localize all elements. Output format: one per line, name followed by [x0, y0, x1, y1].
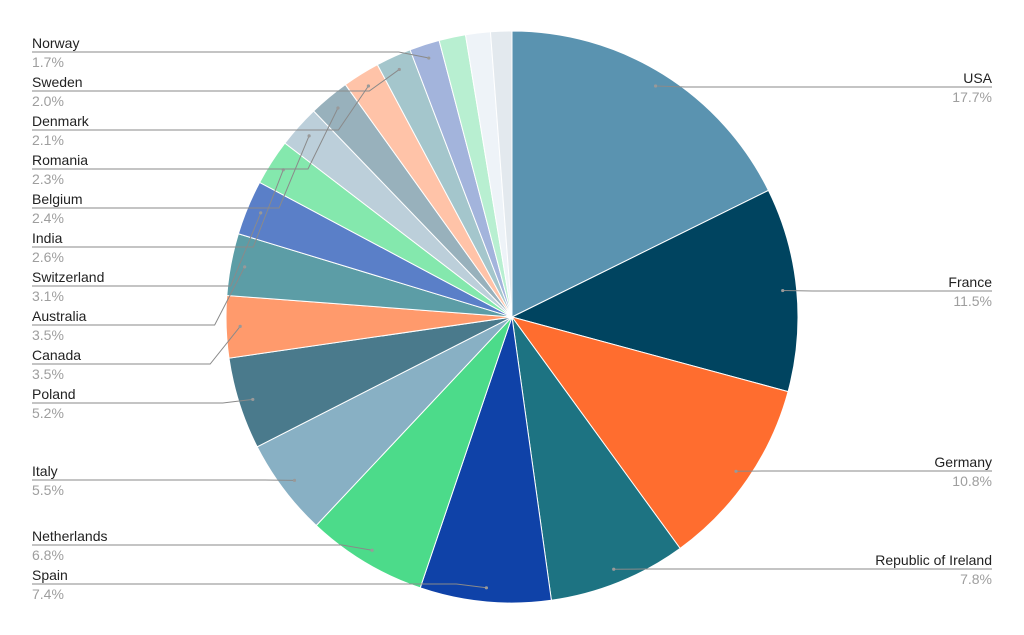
leader-line	[32, 169, 284, 248]
slice-percent: 7.4%	[32, 586, 64, 602]
leader-dot	[307, 134, 311, 138]
leader-dot	[734, 469, 738, 473]
leader-line	[32, 266, 246, 326]
leader-line	[32, 212, 262, 287]
slice-percent: 17.7%	[952, 89, 992, 105]
pie-slice-netherlands	[315, 316, 513, 589]
pie-slice-republic-of-ireland	[511, 316, 681, 601]
leader-line	[32, 583, 487, 589]
leader-line	[32, 85, 369, 131]
leader-line	[32, 69, 400, 92]
slice-percent: 3.1%	[32, 288, 64, 304]
slice-name: Italy	[32, 463, 58, 479]
slice-name: Switzerland	[32, 269, 104, 285]
slice-label-romania: Romania 2.3%	[32, 106, 340, 187]
slice-label-france: France 11.5%	[781, 274, 992, 309]
pie-slice-france	[510, 189, 799, 393]
slice-label-canada: Canada 3.5%	[32, 324, 242, 382]
slice-name: USA	[963, 70, 992, 86]
slice-name: Romania	[32, 152, 88, 168]
leader-line	[32, 51, 429, 59]
slice-label-poland: Poland 5.2%	[32, 386, 255, 421]
slice-name: Denmark	[32, 113, 90, 129]
slice-percent: 2.0%	[32, 93, 64, 109]
leader-dot	[653, 84, 658, 88]
leader-dot	[292, 478, 297, 482]
leader-dot	[370, 548, 374, 552]
pie-slice-unlabeled	[489, 30, 513, 318]
slice-percent: 1.7%	[32, 54, 64, 70]
leader-line	[32, 326, 241, 365]
slice-percent: 3.5%	[32, 327, 64, 343]
leader-dot	[397, 67, 401, 72]
slice-label-germany: Germany 10.8%	[734, 454, 992, 489]
slice-name: Poland	[32, 386, 76, 402]
slice-name: Belgium	[32, 191, 83, 207]
slice-percent: 3.5%	[32, 366, 64, 382]
slice-name: Norway	[32, 35, 79, 51]
leader-line	[32, 107, 339, 170]
leader-dot	[484, 586, 489, 590]
slice-label-belgium: Belgium 2.4%	[32, 134, 311, 226]
slice-percent: 11.5%	[953, 293, 992, 309]
slice-percent: 2.3%	[32, 171, 64, 187]
slice-percent: 5.5%	[32, 482, 64, 498]
slice-name: India	[32, 230, 63, 246]
slice-label-india: India 2.6%	[32, 168, 285, 265]
slice-label-republic-of-ireland: Republic of Ireland 7.8%	[612, 552, 992, 587]
leader-line	[32, 544, 373, 551]
slice-percent: 2.6%	[32, 249, 64, 265]
slice-label-denmark: Denmark 2.1%	[32, 84, 371, 148]
slice-label-switzerland: Switzerland 3.1%	[32, 211, 263, 304]
leader-line	[32, 398, 253, 404]
slice-name: Canada	[32, 347, 81, 363]
leader-line	[655, 85, 992, 88]
leader-dot	[259, 211, 263, 215]
slice-label-spain: Spain 7.4%	[32, 567, 489, 602]
slice-label-usa: USA 17.7%	[653, 70, 993, 105]
slice-percent: 10.8%	[952, 473, 992, 489]
slice-name: Germany	[934, 454, 992, 470]
leader-dot	[781, 288, 785, 293]
slice-name: France	[948, 274, 992, 290]
slice-name: Australia	[32, 308, 87, 324]
pie-slice-usa	[511, 30, 770, 318]
pie-slice-spain	[419, 316, 552, 604]
leader-dot	[336, 106, 340, 110]
slice-percent: 6.8%	[32, 547, 64, 563]
leader-line	[32, 135, 310, 209]
pie-slice-germany	[510, 316, 789, 550]
leader-dot	[427, 56, 431, 60]
slice-label-sweden: Sweden 2.0%	[32, 67, 401, 109]
slice-name: Sweden	[32, 74, 83, 90]
slice-percent: 7.8%	[960, 571, 992, 587]
slice-percent: 2.4%	[32, 210, 64, 226]
slice-name: Republic of Ireland	[875, 552, 992, 568]
slice-label-italy: Italy 5.5%	[32, 463, 297, 498]
leader-dot	[366, 84, 371, 88]
leader-dot	[243, 265, 247, 269]
leader-dot	[251, 397, 255, 402]
slice-label-netherlands: Netherlands 6.8%	[32, 528, 374, 563]
slice-name: Spain	[32, 567, 68, 583]
slice-name: Netherlands	[32, 528, 108, 544]
slice-label-australia: Australia 3.5%	[32, 265, 247, 343]
slice-percent: 2.1%	[32, 132, 64, 148]
leader-dot	[612, 567, 616, 571]
slice-percent: 5.2%	[32, 405, 64, 421]
leader-dot	[238, 324, 242, 328]
slice-label-norway: Norway 1.7%	[32, 35, 431, 70]
